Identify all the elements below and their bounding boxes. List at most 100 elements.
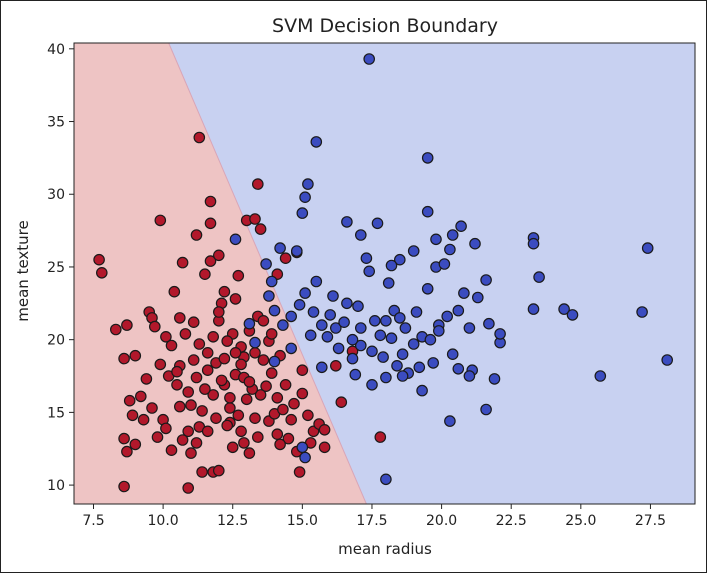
data-point: [185, 399, 197, 411]
x-tick-label: 15.0: [287, 513, 318, 529]
data-point: [196, 405, 208, 417]
data-point: [299, 451, 311, 464]
data-point: [407, 245, 420, 257]
data-point: [190, 371, 203, 384]
data-point: [441, 310, 453, 323]
data-point: [171, 365, 183, 378]
data-point: [463, 322, 476, 334]
plot-border: [73, 42, 696, 505]
data-point: [174, 400, 186, 413]
data-point: [285, 413, 297, 426]
data-point: [427, 357, 439, 369]
data-point: [661, 354, 673, 366]
data-point: [146, 402, 158, 414]
data-point: [594, 370, 607, 382]
data-point: [218, 285, 231, 298]
data-point: [335, 396, 348, 408]
data-point: [201, 425, 214, 438]
data-point: [444, 415, 456, 427]
data-point: [240, 393, 253, 406]
data-point: [249, 336, 261, 349]
data-point: [296, 387, 309, 400]
data-point: [235, 358, 247, 371]
data-point: [399, 322, 412, 334]
data-point: [288, 397, 300, 410]
data-point: [424, 333, 437, 346]
data-point: [254, 223, 267, 235]
x-tick-label: 22.5: [496, 513, 527, 529]
data-point: [232, 409, 245, 422]
data-point: [277, 319, 289, 331]
data-point: [213, 306, 225, 318]
x-tick-label: 25.0: [565, 513, 596, 529]
data-point: [302, 178, 314, 190]
data-point: [221, 419, 233, 432]
data-point: [110, 323, 122, 336]
data-point: [118, 432, 130, 445]
data-point: [168, 285, 181, 298]
data-point: [360, 252, 373, 265]
data-point: [229, 346, 242, 359]
data-point: [207, 389, 219, 401]
data-point: [213, 249, 225, 262]
data-point: [140, 373, 153, 385]
y-tick-label: 35: [47, 115, 65, 131]
data-point: [352, 300, 364, 312]
data-point: [413, 361, 426, 374]
data-point: [279, 252, 292, 265]
data-point: [480, 403, 492, 416]
data-point: [377, 351, 389, 363]
data-point: [290, 245, 303, 257]
data-point: [204, 255, 217, 267]
data-point: [354, 339, 367, 352]
data-point: [315, 319, 328, 331]
data-point: [458, 287, 470, 299]
data-point: [533, 271, 545, 283]
data-point: [324, 309, 336, 321]
y-tick-label: 15: [47, 405, 65, 421]
data-point: [179, 328, 192, 340]
data-point: [393, 312, 406, 324]
data-point: [204, 217, 217, 230]
data-point: [193, 338, 206, 350]
data-point: [201, 346, 214, 359]
data-point: [126, 409, 139, 422]
data-point: [338, 316, 350, 328]
decision-boundary-line: [168, 42, 367, 505]
data-point: [176, 434, 189, 446]
data-point: [118, 352, 130, 365]
data-point: [391, 359, 403, 372]
data-point: [254, 389, 267, 401]
data-point: [444, 243, 456, 256]
data-point: [341, 297, 353, 310]
data-point: [160, 422, 172, 435]
data-point: [566, 309, 579, 321]
data-point: [249, 346, 261, 359]
data-point: [224, 391, 236, 404]
data-point: [235, 425, 247, 438]
data-point: [271, 428, 284, 440]
data-point: [455, 220, 467, 232]
data-point: [363, 265, 375, 278]
data-point: [430, 233, 442, 246]
data-point: [349, 368, 362, 381]
data-point: [251, 431, 264, 443]
data-point: [199, 268, 211, 280]
x-tick-label: 27.5: [635, 513, 666, 529]
data-point: [96, 266, 108, 279]
data-point: [251, 178, 264, 190]
data-point: [374, 329, 387, 342]
data-point: [185, 447, 197, 459]
data-point: [279, 378, 292, 391]
data-point: [187, 316, 200, 328]
data-point: [285, 310, 297, 323]
data-point: [558, 303, 570, 315]
data-point: [366, 345, 378, 358]
y-tick-label: 20: [47, 333, 65, 349]
data-point: [149, 320, 161, 333]
data-point: [318, 423, 331, 436]
data-point: [257, 354, 270, 366]
data-point: [190, 229, 203, 241]
y-tick-label: 10: [47, 478, 65, 494]
